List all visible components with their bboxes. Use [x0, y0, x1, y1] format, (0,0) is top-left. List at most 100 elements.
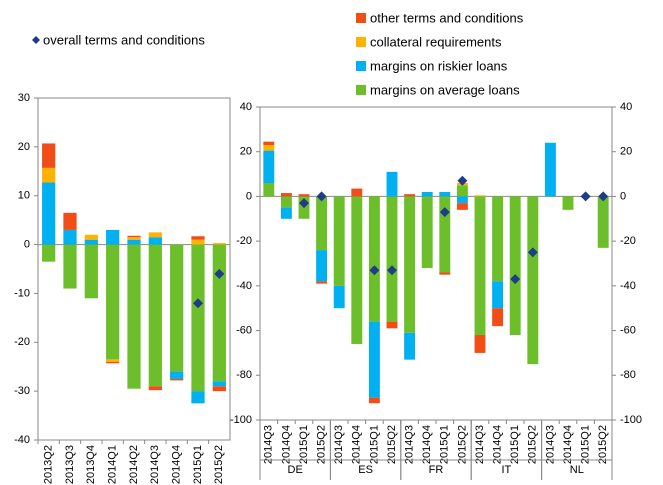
y-tick-label: -20 — [14, 336, 30, 348]
bar-segment — [263, 141, 275, 146]
bar-segment — [544, 142, 556, 197]
bar-segment — [333, 285, 345, 309]
bar-segment — [456, 185, 468, 197]
group-label: ES — [358, 464, 373, 476]
x-tick-label: 2013Q3 — [64, 445, 76, 484]
y-tick-label: 30 — [18, 92, 30, 104]
bar-segment — [170, 378, 184, 381]
bar-segment — [456, 203, 468, 210]
x-tick-label: 2014Q4 — [492, 425, 504, 464]
bar-segment — [127, 244, 141, 389]
bar-segment — [439, 272, 451, 275]
group-label: DE — [288, 464, 303, 476]
x-tick-label: 2014Q4 — [280, 425, 292, 464]
y-tick-label: -80 — [620, 369, 636, 381]
bar-segment — [492, 196, 504, 282]
bar-segment — [280, 207, 292, 219]
legend-marker — [32, 36, 40, 44]
overall-marker — [316, 191, 327, 202]
x-tick-label: 2014Q3 — [544, 425, 556, 464]
x-tick-label: 2015Q2 — [456, 425, 468, 464]
bar-segment — [106, 359, 120, 362]
legend-swatch — [356, 37, 366, 47]
overall-marker — [580, 191, 591, 202]
y-tick-label: -80 — [236, 369, 252, 381]
bar-segment — [148, 386, 162, 391]
bar-segment — [351, 196, 363, 344]
legend-label: margins on riskier loans — [370, 58, 508, 73]
y-tick-label: 0 — [620, 190, 626, 202]
bar-segment — [106, 244, 120, 360]
x-tick-label: 2015Q2 — [386, 425, 398, 464]
bar-segment — [191, 244, 205, 392]
overall-marker — [527, 247, 538, 258]
group-label: IT — [502, 464, 512, 476]
bar-segment — [562, 196, 574, 210]
y-tick-label: -20 — [236, 235, 252, 247]
bar-segment — [421, 196, 433, 268]
bar-segment — [368, 321, 380, 398]
x-tick-label: 2014Q1 — [107, 445, 119, 484]
overall-marker — [369, 265, 380, 276]
bar-segment — [404, 196, 416, 333]
x-tick-label: 2014Q4 — [421, 425, 433, 464]
overall-marker — [510, 274, 521, 285]
bar-segment — [474, 335, 486, 353]
bar-segment — [439, 196, 451, 273]
overall-marker — [457, 175, 468, 186]
bar-segment — [127, 239, 141, 245]
bar-segment — [148, 237, 162, 245]
bar-segment — [492, 281, 504, 309]
overall-marker — [598, 191, 609, 202]
group-label: NL — [570, 464, 584, 476]
y-tick-label: 20 — [620, 146, 632, 158]
bar-segment — [368, 196, 380, 322]
bar-segment — [404, 332, 416, 360]
bar-segment — [42, 143, 56, 168]
overall-marker — [299, 198, 309, 209]
y-tick-label: -40 — [236, 280, 252, 292]
bar-segment — [263, 150, 275, 184]
bar-segment — [316, 250, 328, 282]
x-tick-label: 2015Q2 — [316, 425, 328, 464]
y-tick-label: -40 — [620, 280, 636, 292]
y-tick-label: -60 — [236, 324, 252, 336]
bar-segment — [439, 191, 451, 197]
bar-segment — [316, 281, 328, 284]
plot-frame — [37, 97, 231, 441]
bar-segment — [333, 196, 345, 286]
x-tick-label: 2014Q4 — [562, 425, 574, 464]
bar-segment — [170, 244, 184, 372]
bar-segment — [263, 145, 275, 151]
y-tick-label: -20 — [620, 235, 636, 247]
bar-segment — [280, 193, 292, 197]
bar-segment — [84, 234, 98, 240]
bar-segment — [316, 196, 328, 251]
bar-segment — [474, 195, 486, 197]
y-tick-label: 0 — [24, 238, 30, 250]
bar-segment — [421, 191, 433, 197]
legend-swatch — [356, 85, 366, 95]
bar-segment — [148, 232, 162, 238]
overall-marker — [439, 207, 450, 218]
bar-segment — [191, 391, 205, 404]
x-tick-label: 2013Q2 — [43, 445, 55, 484]
bar-segment — [263, 183, 275, 197]
bar-segment — [191, 239, 205, 245]
plot-frame — [259, 106, 613, 421]
bar-segment — [170, 371, 184, 379]
bar-segment — [84, 244, 98, 299]
x-tick-label: 2015Q2 — [597, 425, 609, 464]
overall-marker — [387, 265, 397, 276]
group-label: FR — [429, 464, 444, 476]
y-tick-label: 10 — [18, 190, 30, 202]
legend-label: overall terms and conditions — [43, 32, 205, 47]
bar-segment — [63, 229, 77, 245]
x-tick-label: 2015Q2 — [213, 445, 225, 484]
y-tick-label: -100 — [620, 414, 642, 426]
bar-segment — [474, 196, 486, 336]
bar-segment — [42, 167, 56, 183]
bar-segment — [527, 196, 539, 365]
bar-segment — [280, 196, 292, 208]
